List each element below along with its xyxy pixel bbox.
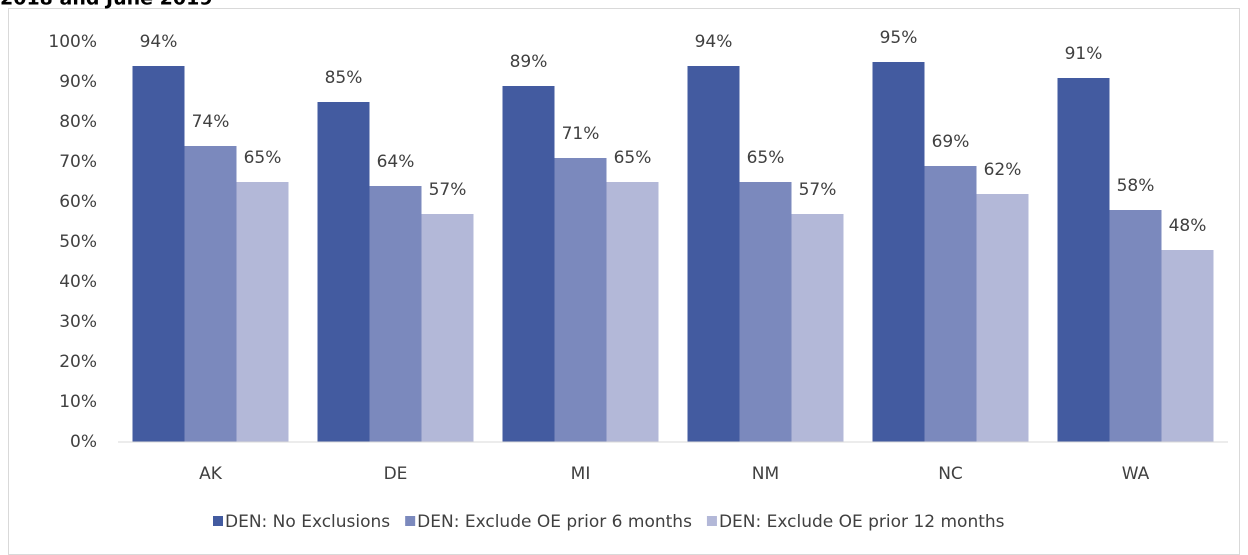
y-tick-label: 40% [59, 272, 97, 292]
x-tick-label: MI [571, 464, 591, 484]
bar [924, 166, 977, 442]
bar [791, 214, 844, 442]
y-tick-label: 30% [59, 312, 97, 332]
legend-label: DEN: Exclude OE prior 12 months [719, 512, 1005, 532]
bar [502, 86, 555, 442]
x-tick-label: AK [199, 464, 223, 484]
bar [976, 194, 1029, 442]
y-tick-label: 100% [48, 32, 97, 52]
y-tick-label: 80% [59, 112, 97, 132]
legend-swatch [213, 516, 223, 526]
value-label: 69% [932, 132, 970, 152]
x-tick-label: NC [938, 464, 963, 484]
bar [369, 186, 422, 442]
value-label: 65% [614, 148, 652, 168]
bar [421, 214, 474, 442]
value-label: 91% [1065, 44, 1103, 64]
bar [1057, 78, 1110, 442]
y-tick-label: 0% [70, 432, 97, 452]
bar [554, 158, 607, 442]
x-tick-label: WA [1122, 464, 1150, 484]
bar [317, 102, 370, 442]
value-label: 62% [984, 160, 1022, 180]
bar [236, 182, 289, 442]
y-tick-label: 60% [59, 192, 97, 212]
value-label: 74% [192, 112, 230, 132]
value-label: 65% [747, 148, 785, 168]
bar [687, 66, 740, 442]
bar [606, 182, 659, 442]
bar [184, 146, 237, 442]
value-label: 58% [1117, 176, 1155, 196]
legend-label: DEN: Exclude OE prior 6 months [417, 512, 692, 532]
bar [1109, 210, 1162, 442]
bar [1161, 250, 1214, 442]
value-label: 57% [429, 180, 467, 200]
y-tick-label: 20% [59, 352, 97, 372]
y-tick-label: 70% [59, 152, 97, 172]
x-tick-label: DE [384, 464, 408, 484]
bar [872, 62, 925, 442]
chart-title: 2018 and June 2019 [0, 0, 213, 10]
y-tick-label: 90% [59, 72, 97, 92]
legend-label: DEN: No Exclusions [225, 512, 390, 532]
legend-swatch [706, 516, 717, 526]
bar [132, 66, 185, 442]
legend-swatch [405, 516, 416, 526]
value-label: 48% [1169, 216, 1207, 236]
value-label: 89% [510, 52, 548, 72]
value-label: 65% [244, 148, 282, 168]
y-tick-label: 50% [59, 232, 97, 252]
bar [739, 182, 792, 442]
value-label: 94% [695, 32, 733, 52]
value-label: 64% [377, 152, 415, 172]
y-tick-label: 10% [59, 392, 97, 412]
value-label: 94% [140, 32, 178, 52]
x-tick-label: NM [752, 464, 779, 484]
value-label: 71% [562, 124, 600, 144]
value-label: 57% [799, 180, 837, 200]
value-label: 95% [880, 28, 918, 48]
value-label: 85% [325, 68, 363, 88]
